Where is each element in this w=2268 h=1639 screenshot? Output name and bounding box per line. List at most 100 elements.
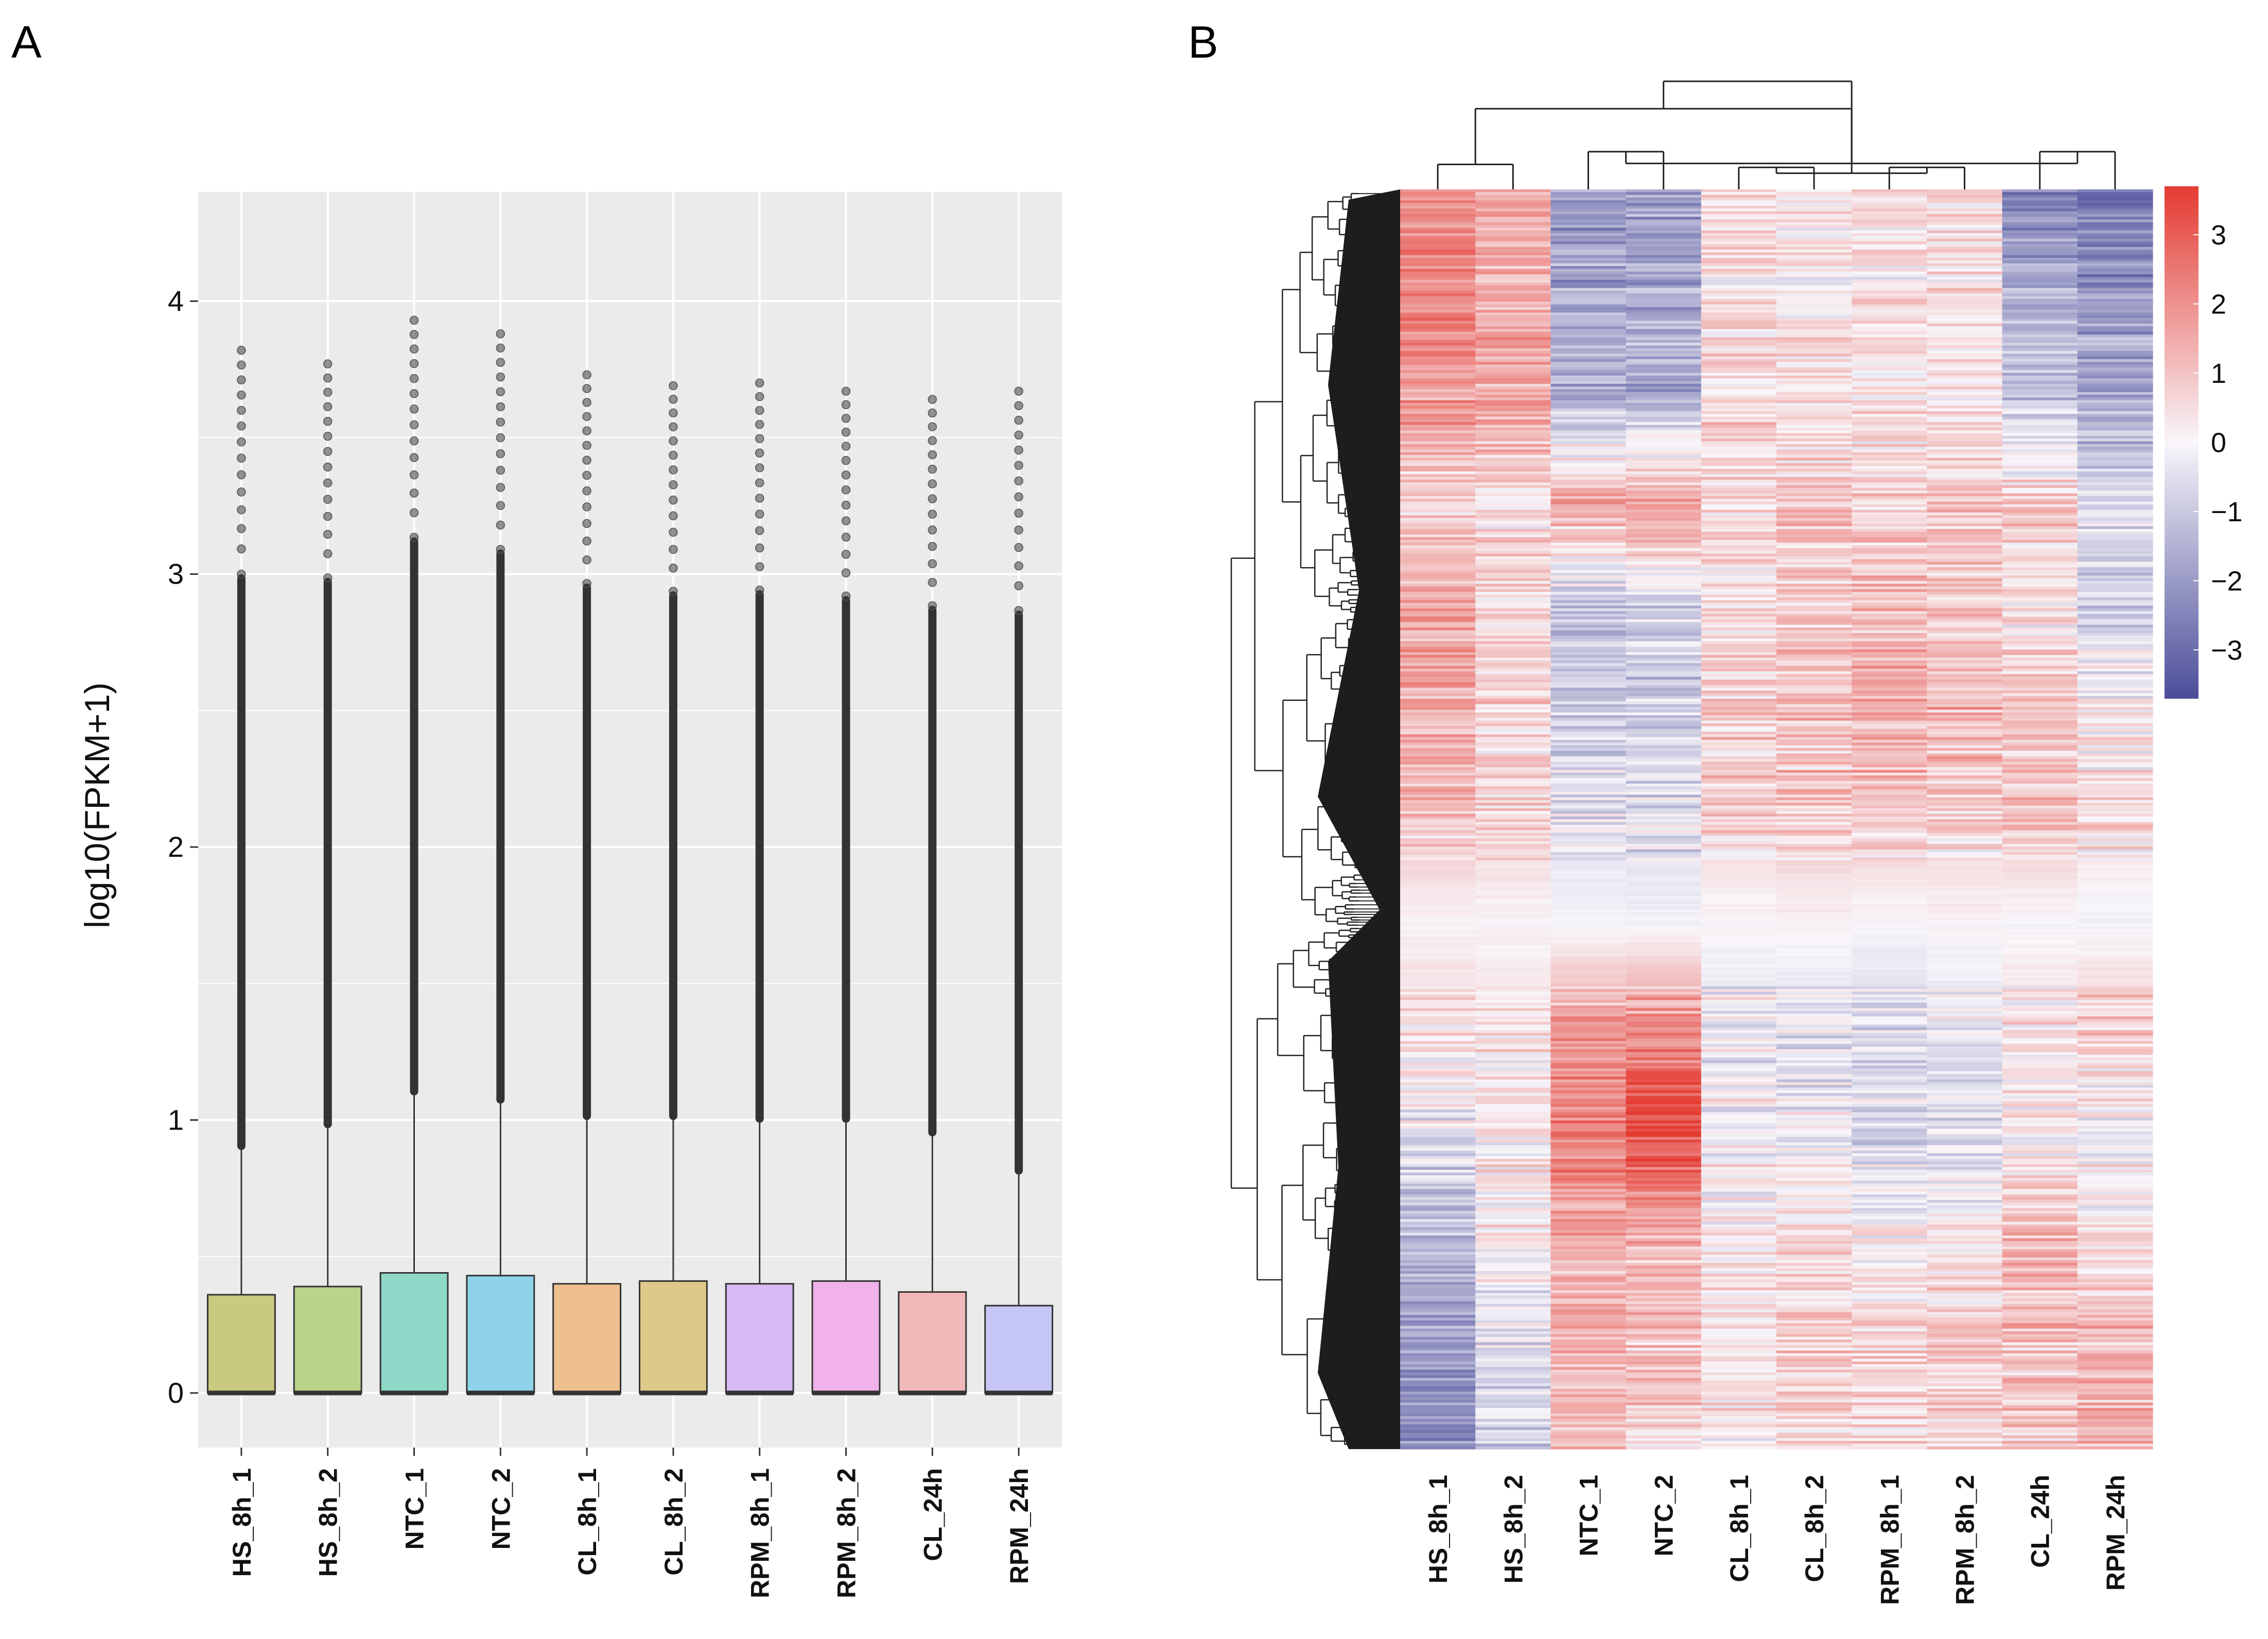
heatmap-cell [1776,236,1852,239]
outlier-point [496,483,505,492]
heatmap-cell [2002,983,2078,987]
heatmap-cell [1400,726,1476,729]
heatmap-cell [2077,627,2153,631]
heatmap-cell [1701,745,1777,749]
heatmap-cell [2077,189,2153,192]
heatmap-cell [1400,496,1476,499]
heatmap-cell [1400,1282,1476,1285]
heatmap-cell [2077,866,2153,869]
heatmap-cell [2002,1068,2078,1072]
heatmap-cell [2077,545,2153,549]
heatmap-cell [2077,1118,2153,1121]
heatmap-cell [1475,1298,1551,1302]
box-RPM_8h_1 [725,378,794,1396]
heatmap-cell [1475,994,1551,998]
heatmap-cell [1400,898,1476,902]
heatmap-cell [1852,537,1927,540]
heatmap-cell [1626,1282,1702,1285]
heatmap-cell [1852,274,1927,277]
heatmap-cell [1400,1303,1476,1307]
heatmap-cell [1852,608,1927,612]
heatmap-cell [1400,923,1476,927]
heatmap-cell [1475,534,1551,538]
outlier-point [841,400,851,410]
heatmap-cell [1927,904,2003,907]
heatmap-cell [1776,246,1852,250]
heatmap-cell [1550,1298,1627,1302]
heatmap-cell [1701,772,1777,776]
heatmap-cell [1550,359,1627,362]
heatmap-cell [1852,277,1927,280]
heatmap-cell [1475,553,1551,557]
heatmap-cell [1400,321,1476,324]
heatmap-cell [1776,430,1852,434]
heatmap-cell [1626,1391,1702,1395]
heatmap-cell [1701,227,1777,231]
heatmap-cell [1776,1307,1852,1310]
heatmap-cell [1550,860,1627,863]
heatmap-cell [1475,422,1551,426]
heatmap-cell [2077,1106,2153,1110]
heatmap-cell [1852,419,1927,422]
heatmap-cell [1852,1054,1927,1058]
heatmap-cell [1852,1375,1927,1379]
heatmap-cell [1852,1424,1927,1428]
heatmap-cell [1852,671,1927,675]
heatmap-cell [1776,948,1852,951]
heatmap-cell [1475,997,1551,1000]
heatmap-cell [1626,315,1702,319]
heatmap-cell [2002,1180,2078,1184]
heatmap-cell [1475,318,1551,322]
outlier-point [841,533,851,542]
heatmap-cell [1626,438,1702,442]
heatmap-cell [2077,1336,2153,1340]
heatmap-cell [1400,1109,1476,1113]
heatmap-cell [1701,556,1777,560]
heatmap-cell [1475,414,1551,417]
heatmap-cell [1701,663,1777,666]
heatmap-cell [1475,967,1551,971]
heatmap-cell [1927,1109,2003,1113]
heatmap-cell [1400,282,1476,286]
heatmap-cell [1776,1153,1852,1157]
heatmap-cell [1626,1033,1702,1036]
heatmap-cell [1701,255,1777,258]
heatmap-cell [1475,312,1551,316]
heatmap-cell [2077,1295,2153,1299]
heatmap-cell [1400,214,1476,217]
heatmap-cell [1550,318,1627,322]
heatmap-cell [1852,592,1927,595]
heatmap-cell [2077,501,2153,505]
heatmap-cell [2002,959,2078,962]
heatmap-cell [1701,742,1777,746]
heatmap-cell [1400,1068,1476,1072]
heatmap-cell [1701,414,1777,417]
heatmap-cell [1776,885,1852,888]
heatmap-cell [1776,1082,1852,1085]
heatmap-cell [1475,1430,1551,1433]
heatmap-cell [1776,690,1852,694]
heatmap-cell [2077,581,2153,584]
heatmap-cell [1852,1435,1927,1439]
outlier-point [841,591,851,601]
heatmap-cell [1852,260,1927,264]
outlier-point [669,422,678,432]
heatmap-cell [2077,1342,2153,1346]
heatmap-cell [1776,1191,1852,1195]
outlier-point [323,402,333,412]
heatmap-cell [1550,762,1627,765]
heatmap-cell [1626,1312,1702,1315]
heatmap-cell [1550,381,1627,384]
heatmap-cell [2002,444,2078,447]
heatmap-cell [2077,1101,2153,1105]
heatmap-cell [1475,1380,1551,1384]
heatmap-cell [1550,986,1627,990]
heatmap-cell [1776,1232,1852,1236]
heatmap-cell [1927,1438,2003,1441]
heatmap-cell [1475,222,1551,225]
heatmap-cell [1927,534,2003,538]
row-dendrogram [1230,189,1400,1449]
heatmap-cell [2077,288,2153,291]
heatmap-cell [2077,553,2153,557]
heatmap-cell [2077,307,2153,310]
